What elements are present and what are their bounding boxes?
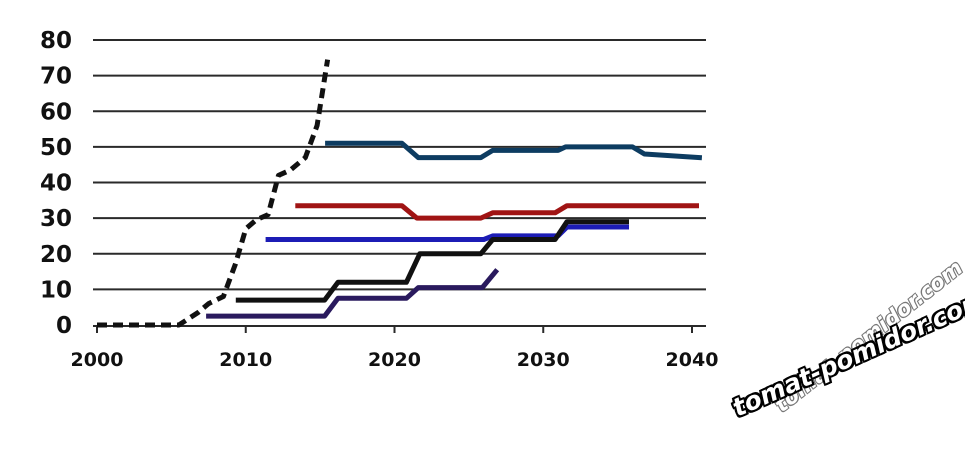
y-tick-label: 80 xyxy=(40,28,72,54)
y-tick-label: 60 xyxy=(40,99,72,125)
series-line-2 xyxy=(325,140,703,161)
series-line-6 xyxy=(206,268,500,319)
y-tick-label: 50 xyxy=(40,135,72,161)
x-tick-label: 2020 xyxy=(368,349,421,371)
y-tick-label: 40 xyxy=(40,171,72,197)
y-axis-ticks: 0 10 20 30 40 50 60 70 80 xyxy=(40,28,72,339)
series-group xyxy=(97,59,703,328)
series-line-1 xyxy=(97,59,331,328)
series-line-3 xyxy=(295,203,699,221)
series-line-5 xyxy=(235,219,629,303)
series-line-4 xyxy=(265,224,629,242)
y-tick-label: 30 xyxy=(40,206,72,232)
y-tick-label: 0 xyxy=(56,313,72,339)
x-tick-label: 2010 xyxy=(219,349,272,371)
x-tick-label: 2030 xyxy=(517,349,570,371)
y-tick-label: 20 xyxy=(40,242,72,268)
x-tick-label: 2040 xyxy=(666,349,719,371)
y-tick-label: 10 xyxy=(40,277,72,303)
x-tick-label: 2000 xyxy=(71,349,124,371)
y-tick-label: 70 xyxy=(40,64,72,90)
grid-lines xyxy=(93,39,706,327)
x-axis-ticks: 2000 2010 2020 2030 2040 xyxy=(71,326,719,371)
